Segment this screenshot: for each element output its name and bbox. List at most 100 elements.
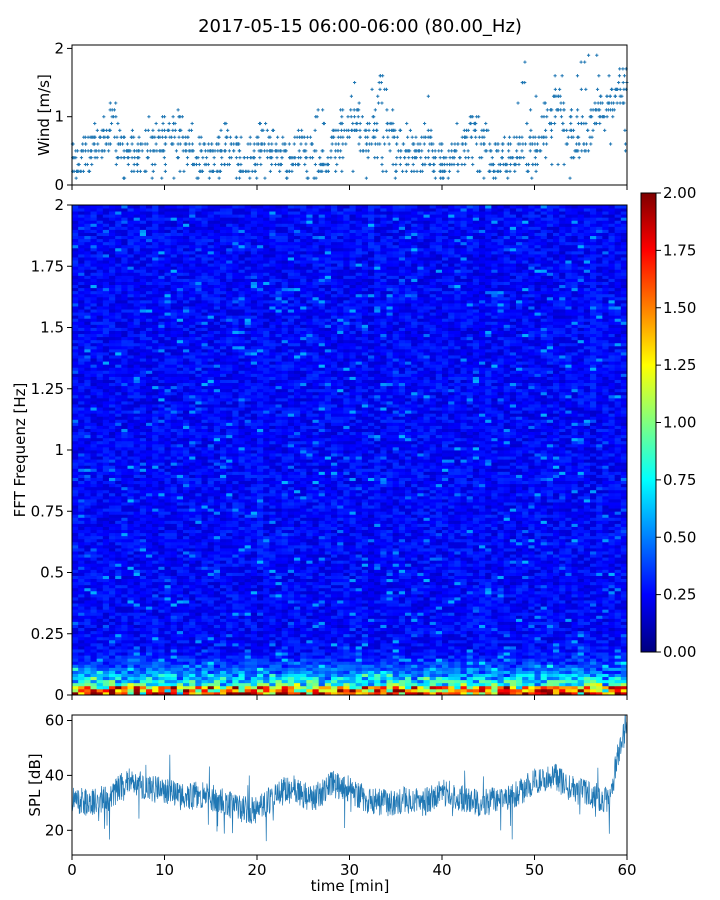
heatmap-cell xyxy=(214,658,221,661)
heatmap-cell xyxy=(232,569,239,572)
heatmap-cell xyxy=(380,612,387,615)
wind-point xyxy=(359,149,362,152)
wind-point xyxy=(499,170,502,173)
heatmap-cell xyxy=(590,566,597,569)
heatmap-cell xyxy=(411,618,418,621)
heatmap-cell xyxy=(288,646,295,649)
heatmap-cell xyxy=(399,689,406,692)
heatmap-cell xyxy=(424,680,431,683)
heatmap-cell xyxy=(350,588,357,591)
heatmap-cell xyxy=(189,615,196,618)
heatmap-cell xyxy=(146,658,153,661)
heatmap-cell xyxy=(565,646,572,649)
heatmap-cell xyxy=(590,646,597,649)
heatmap-cell xyxy=(140,576,147,579)
heatmap-cell xyxy=(547,671,554,674)
heatmap-cell xyxy=(498,667,505,670)
heatmap-cell xyxy=(331,569,338,572)
heatmap-cell xyxy=(350,661,357,664)
heatmap-cell xyxy=(84,634,91,637)
heatmap-cell xyxy=(152,609,159,612)
heatmap-cell xyxy=(584,573,591,576)
heatmap-cell xyxy=(288,612,295,615)
heatmap-cell xyxy=(202,622,209,625)
heatmap-cell xyxy=(590,628,597,631)
heatmap-cell xyxy=(448,655,455,658)
wind-point xyxy=(251,170,254,173)
heatmap-cell xyxy=(78,677,85,680)
heatmap-cell xyxy=(115,569,122,572)
heatmap-cell xyxy=(399,674,406,677)
heatmap-cell xyxy=(121,628,128,631)
heatmap-cell xyxy=(528,588,535,591)
heatmap-cell xyxy=(140,634,147,637)
heatmap-cell xyxy=(171,661,178,664)
wind-point xyxy=(508,170,511,173)
heatmap-cell xyxy=(115,646,122,649)
wind-point xyxy=(529,129,532,132)
heatmap-cell xyxy=(479,573,486,576)
heatmap-cell xyxy=(454,573,461,576)
heatmap-cell xyxy=(202,643,209,646)
heatmap-cell xyxy=(195,637,202,640)
heatmap-cell xyxy=(424,594,431,597)
heatmap-cell xyxy=(251,569,258,572)
heatmap-cell xyxy=(121,573,128,576)
heatmap-cell xyxy=(572,588,579,591)
heatmap-cell xyxy=(485,603,492,606)
heatmap-cell xyxy=(171,618,178,621)
heatmap-cell xyxy=(454,661,461,664)
heatmap-cell xyxy=(269,671,276,674)
heatmap-cell xyxy=(189,612,196,615)
heatmap-cell xyxy=(590,603,597,606)
heatmap-cell xyxy=(504,686,511,689)
heatmap-cell xyxy=(417,618,424,621)
heatmap-cell xyxy=(504,661,511,664)
wind-point xyxy=(239,163,242,166)
heatmap-cell xyxy=(202,573,209,576)
heatmap-cell xyxy=(572,680,579,683)
heatmap-cell xyxy=(134,612,141,615)
heatmap-cell xyxy=(411,609,418,612)
heatmap-cell xyxy=(72,631,79,634)
heatmap-cell xyxy=(541,585,548,588)
heatmap-cell xyxy=(596,625,603,628)
heatmap-cell xyxy=(78,612,85,615)
heatmap-cell xyxy=(479,618,486,621)
heatmap-cell xyxy=(189,576,196,579)
wind-point xyxy=(90,163,93,166)
heatmap-cell xyxy=(467,689,474,692)
heatmap-cell xyxy=(84,588,91,591)
heatmap-cell xyxy=(134,609,141,612)
heatmap-cell xyxy=(282,600,289,603)
heatmap-cell xyxy=(325,677,332,680)
wind-point xyxy=(186,136,189,139)
heatmap-cell xyxy=(461,603,468,606)
heatmap-cell xyxy=(257,658,264,661)
wind-point xyxy=(218,177,221,180)
heatmap-cell xyxy=(140,677,147,680)
heatmap-cell xyxy=(609,569,616,572)
heatmap-cell xyxy=(405,643,412,646)
heatmap-cell xyxy=(220,597,227,600)
wind-point xyxy=(427,95,430,98)
heatmap-cell xyxy=(572,566,579,569)
heatmap-cell xyxy=(313,640,320,643)
heatmap-cell xyxy=(134,658,141,661)
heatmap-cell xyxy=(615,597,622,600)
heatmap-cell xyxy=(128,600,135,603)
heatmap-cell xyxy=(609,661,616,664)
wind-point xyxy=(395,142,398,145)
heatmap-cell xyxy=(590,671,597,674)
heatmap-cell xyxy=(78,588,85,591)
heatmap-cell xyxy=(97,652,104,655)
heatmap-cell xyxy=(177,661,184,664)
heatmap-cell xyxy=(91,618,98,621)
heatmap-cell xyxy=(528,615,535,618)
heatmap-cell xyxy=(578,579,585,582)
heatmap-cell xyxy=(374,609,381,612)
heatmap-cell xyxy=(553,573,560,576)
heatmap-cell xyxy=(78,686,85,689)
heatmap-cell xyxy=(319,582,326,585)
heatmap-cell xyxy=(128,658,135,661)
